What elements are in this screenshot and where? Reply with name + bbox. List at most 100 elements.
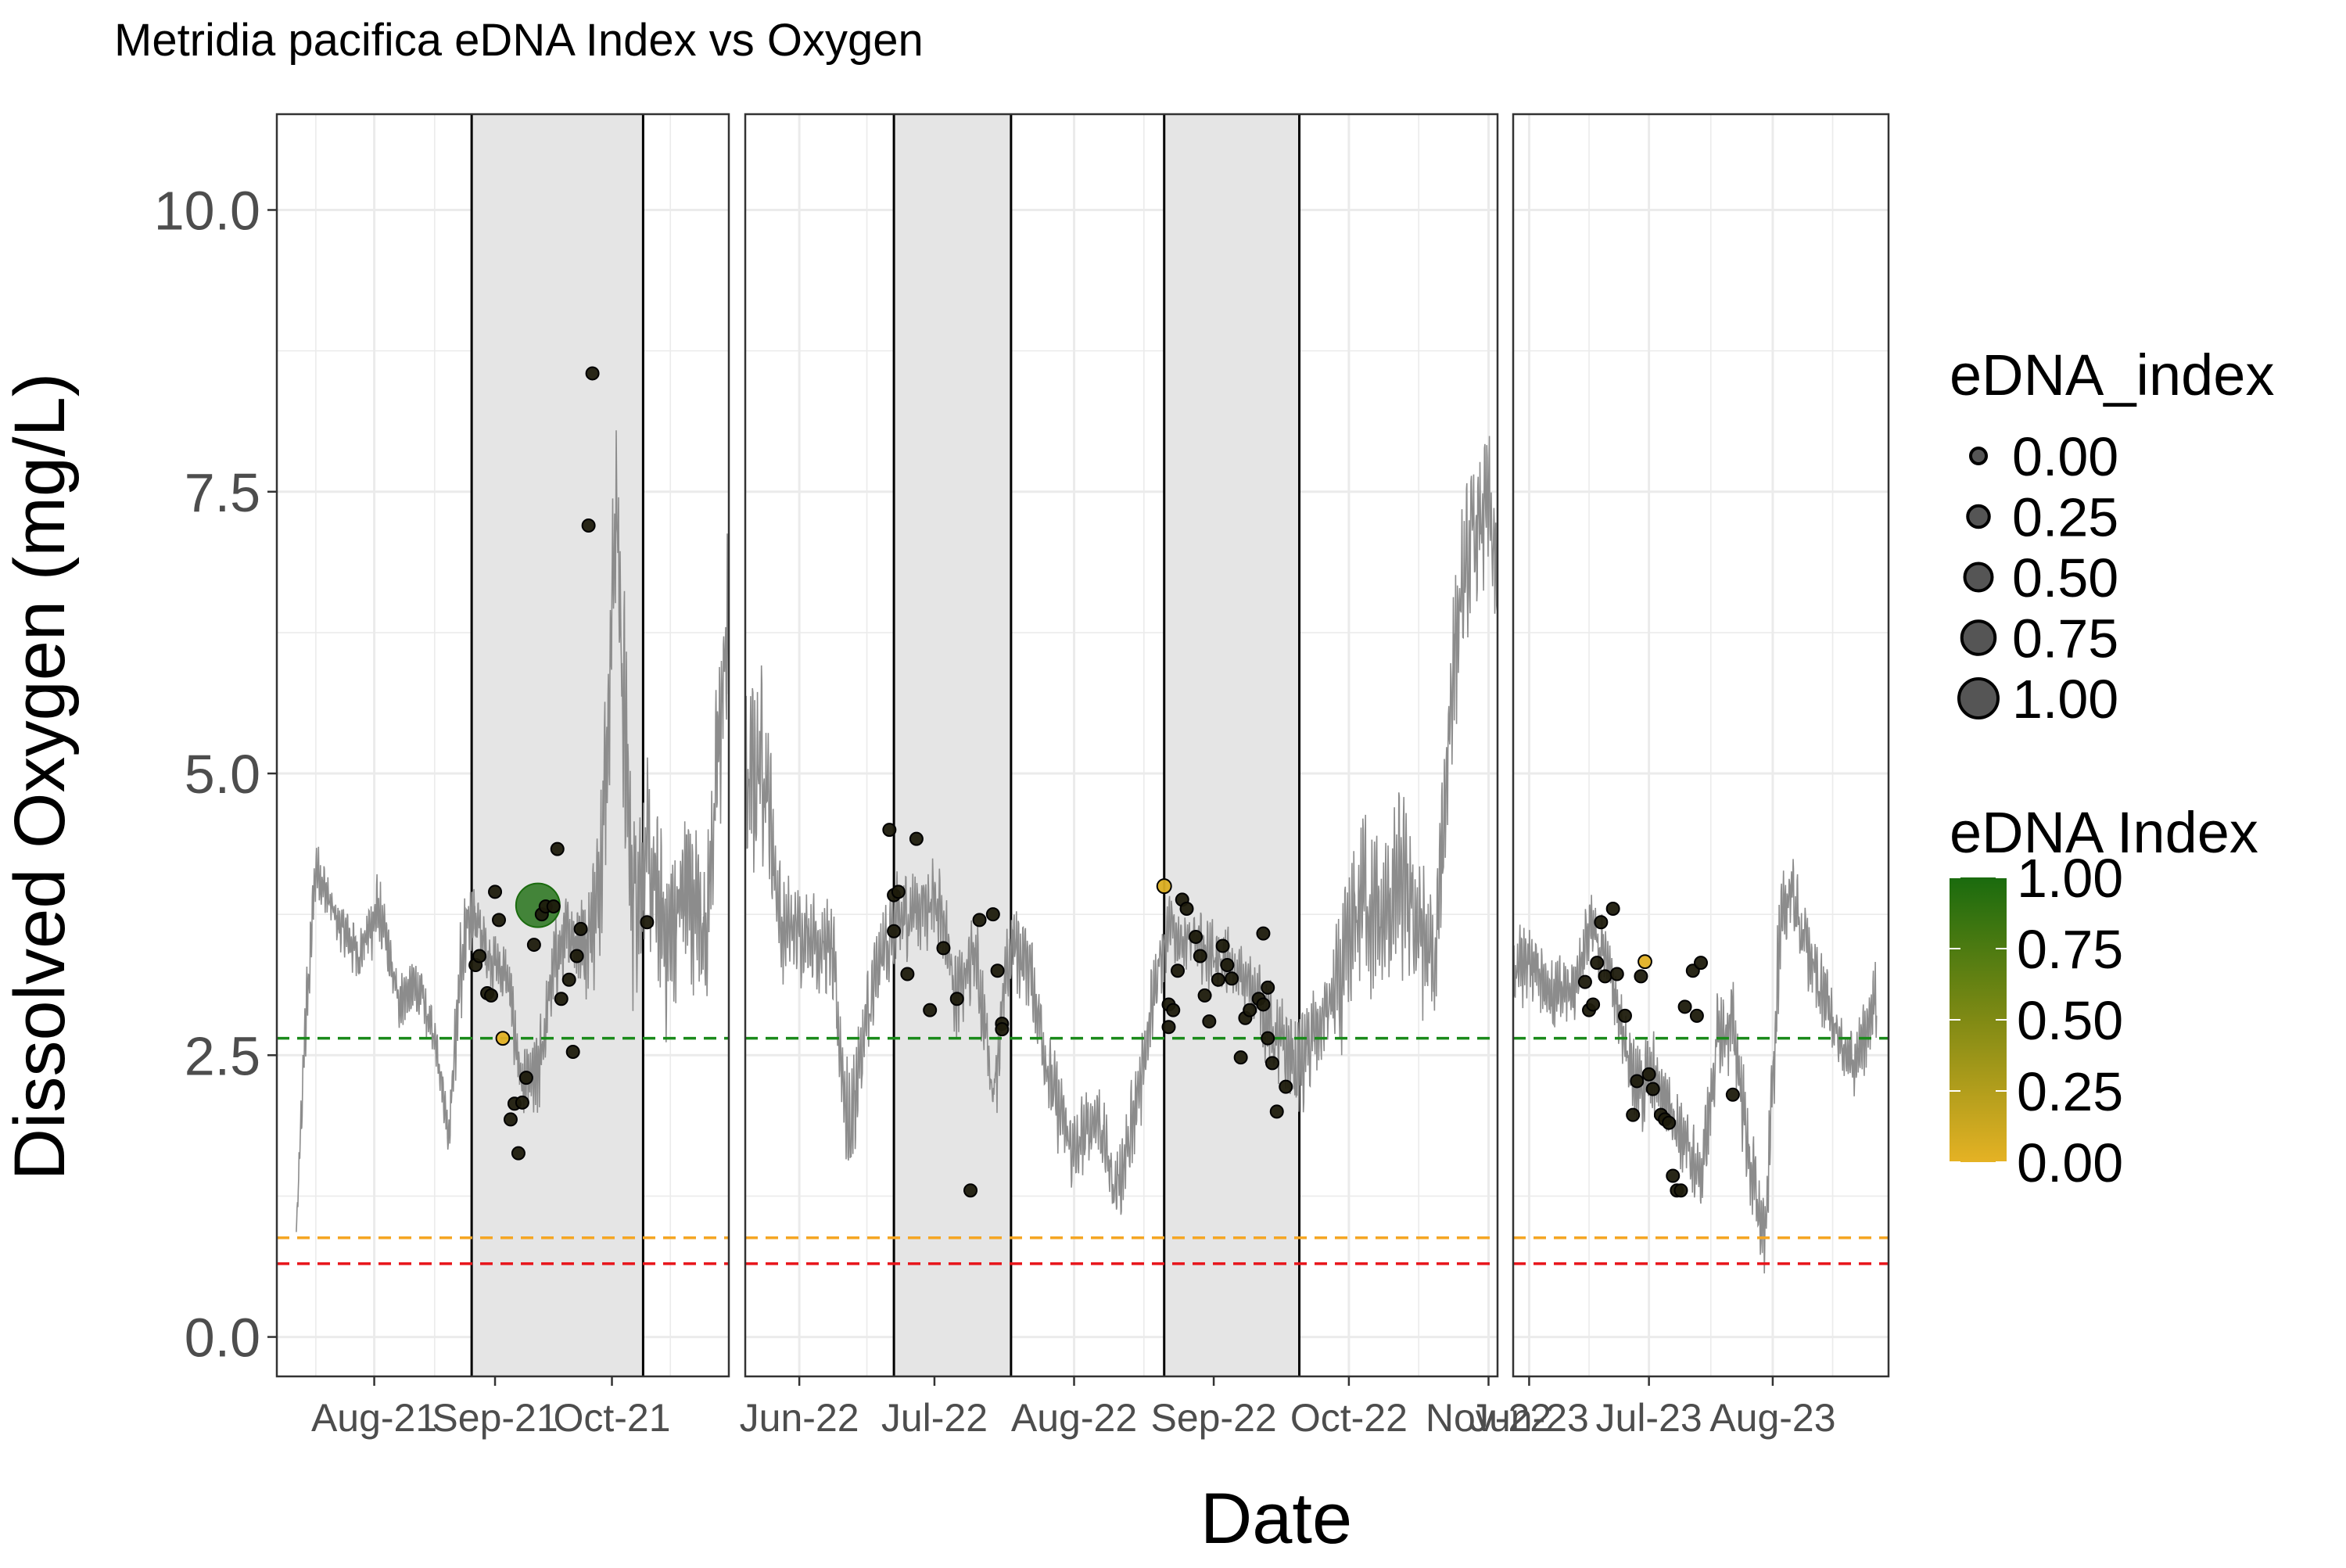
color-legend-label: 0.50 [2017,990,2123,1051]
data-point [561,972,576,987]
data-point [1673,1183,1688,1198]
size-legend-key [1960,619,1997,656]
y-tick-label: 2.5 [185,1025,260,1086]
x-tick-label: Sep-22 [1150,1396,1276,1440]
data-point [1256,926,1271,941]
data-point [1594,915,1609,930]
data-point [923,1003,938,1017]
data-point [963,1183,978,1198]
panel-3: Jun-23 Jul-23 Aug-23 [1469,113,1890,1440]
x-axis-title: Date [1200,1479,1352,1559]
data-point [1630,1074,1645,1089]
size-legend-label: 0.50 [2012,547,2118,608]
color-legend: 1.00 0.75 0.50 0.25 0.00 [1950,848,2123,1193]
data-point [1577,974,1592,989]
data-point [1638,954,1652,970]
shaded-period [894,114,1011,1376]
data-point [1261,1031,1275,1046]
x-tick-label: Jul-23 [1596,1396,1702,1440]
data-point [936,941,951,956]
color-legend-label: 0.75 [2017,919,2123,980]
data-point [1179,901,1194,916]
data-point [1161,1020,1176,1035]
panel-border [1512,113,1890,1378]
data-point [900,967,915,981]
data-point [472,949,487,963]
data-point [1256,997,1271,1012]
data-point [518,1071,533,1085]
data-point [554,992,569,1006]
size-legend-key [1969,447,1988,465]
y-axis: 0.0 2.5 5.0 7.5 10.0 [154,180,277,1369]
data-point [488,884,503,899]
data-point [1598,969,1612,984]
shaded-period [472,114,644,1376]
data-point [1189,929,1203,944]
data-point [1261,980,1275,995]
data-point [1215,938,1230,953]
data-point [1626,1107,1641,1122]
data-point [1156,878,1172,895]
data-point [585,366,600,381]
size-legend-title: eDNA_index [1950,343,2274,407]
x-tick-label: Aug-22 [1011,1396,1137,1440]
size-legend-label: 1.00 [2012,669,2118,730]
data-point [640,915,655,930]
x-tick-label: Sep-21 [432,1396,558,1440]
y-tick-label: 10.0 [154,180,260,241]
data-point [990,963,1005,978]
data-point [526,938,541,953]
data-point [909,831,924,846]
data-point [1243,1003,1257,1017]
size-legend-key [1963,562,1994,593]
color-legend-label: 0.25 [2017,1061,2123,1122]
data-point [1193,949,1207,963]
data-point [503,1112,518,1127]
data-point [1586,997,1601,1012]
size-legend-key [1966,504,1991,529]
color-legend-title: eDNA Index [1950,800,2258,865]
x-tick-label: Aug-21 [311,1396,437,1440]
x-tick-label: Jun-22 [740,1396,859,1440]
data-point [1689,1008,1704,1023]
data-point [891,884,906,899]
data-point [546,899,561,914]
x-tick-label: Jun-23 [1469,1396,1589,1440]
data-point [882,823,897,838]
data-point [1605,901,1620,916]
x-tick-label: Nov-22 [1426,1396,1551,1440]
x-tick-label: Aug-23 [1709,1396,1835,1440]
data-point [949,992,964,1006]
data-point [1197,988,1212,1003]
size-legend-key [1957,677,2000,719]
data-point [565,1044,580,1059]
data-point [887,924,902,938]
data-point [1609,967,1624,981]
y-axis-title: Dissolved Oxygen (mg/L) [0,373,80,1181]
data-point [1666,1168,1681,1183]
color-legend-label: 0.00 [2017,1132,2123,1193]
data-point [1225,971,1239,986]
data-point [484,988,499,1003]
size-legend: 0.000.250.500.751.00 [1957,426,2118,730]
size-legend-label: 0.25 [2012,487,2118,548]
data-point [1171,963,1186,978]
data-point [1641,1067,1656,1082]
data-point [515,1095,529,1110]
data-point [1233,1050,1248,1065]
chart-title: Metridia pacifica eDNA Index vs Oxygen [114,15,924,66]
oxygen-series-line [296,430,729,1233]
data-point [569,949,584,963]
data-point [495,1031,511,1046]
data-point [1590,956,1605,971]
panel-border [275,113,730,1378]
data-point [1617,1008,1632,1023]
data-point [581,518,596,533]
data-point [985,907,1000,922]
data-point [492,913,507,928]
data-point [1279,1079,1293,1094]
data-point [1662,1115,1677,1130]
data-point [1677,999,1692,1014]
